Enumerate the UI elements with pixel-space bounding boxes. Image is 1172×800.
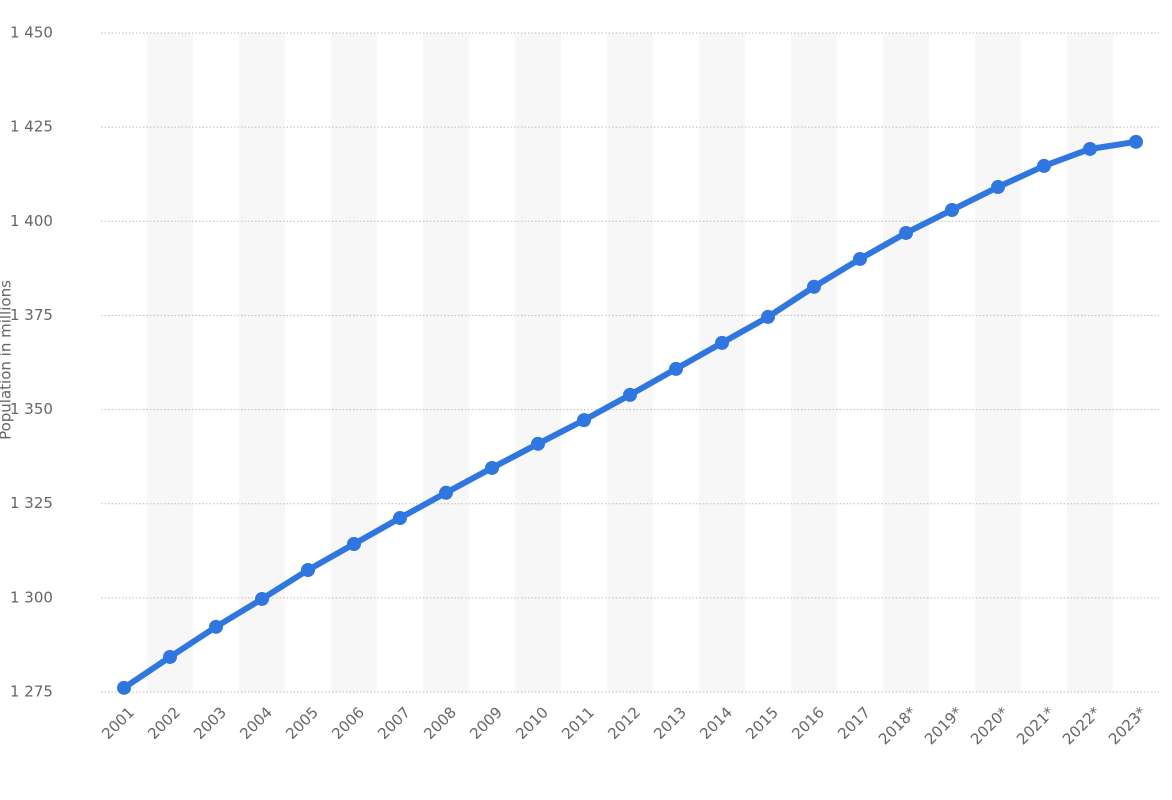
x-tick-label: 2013	[650, 703, 690, 743]
point	[669, 361, 683, 376]
x-tick-label: 2007	[374, 703, 414, 743]
x-tick-label: 2003	[190, 703, 230, 743]
point	[899, 225, 913, 240]
x-tick-label: 2017	[834, 703, 874, 743]
x-tick-label: 2019*	[921, 703, 966, 748]
x-tick-label: 2009	[466, 703, 506, 743]
band	[239, 33, 285, 692]
point	[163, 649, 177, 664]
band	[331, 33, 377, 692]
x-tick-label: 2001	[98, 703, 138, 743]
band	[607, 33, 653, 692]
x-tick-label: 2002	[144, 703, 184, 743]
point	[715, 335, 729, 350]
x-tick-label: 2011	[558, 703, 598, 743]
point	[439, 485, 453, 500]
y-tick-label: 1 450	[10, 24, 53, 42]
y-tick-label: 1 325	[10, 494, 53, 512]
point	[301, 562, 315, 577]
band	[515, 33, 561, 692]
point	[1037, 158, 1051, 173]
x-tick-label: 2008	[420, 703, 460, 743]
point	[347, 537, 361, 552]
x-tick-label: 2022*	[1059, 703, 1104, 748]
point	[209, 619, 223, 634]
x-tick-label: 2020*	[967, 703, 1012, 748]
x-tick-label: 2012	[604, 703, 644, 743]
band	[1067, 33, 1113, 692]
point	[991, 180, 1005, 195]
x-tick-label: 2014	[696, 703, 736, 743]
x-tick-label: 2023*	[1105, 703, 1150, 748]
point	[117, 680, 131, 695]
band	[883, 33, 929, 692]
x-tick-label: 2018*	[875, 703, 920, 748]
point	[853, 251, 867, 266]
y-tick-label: 1 425	[10, 118, 53, 136]
point	[255, 591, 269, 606]
y-axis-label: Population in millions	[0, 280, 15, 440]
band	[699, 33, 745, 692]
x-tick-label: 2021*	[1013, 703, 1058, 748]
point	[1129, 134, 1143, 149]
point	[1083, 141, 1097, 156]
x-tick-label: 2015	[742, 703, 782, 743]
point	[485, 460, 499, 475]
band	[423, 33, 469, 692]
point	[393, 511, 407, 526]
band	[791, 33, 837, 692]
point	[577, 413, 591, 428]
x-tick-label: 2005	[282, 703, 322, 743]
x-tick-label: 2004	[236, 703, 276, 743]
y-tick-label: 1 400	[10, 212, 53, 230]
x-tick-label: 2010	[512, 703, 552, 743]
y-tick-label: 1 350	[10, 400, 53, 418]
point	[531, 436, 545, 451]
band	[975, 33, 1021, 692]
point	[623, 387, 637, 402]
y-tick-label: 1 275	[10, 683, 53, 701]
band	[147, 33, 193, 692]
y-tick-label: 1 300	[10, 588, 53, 606]
bands	[147, 33, 1113, 692]
x-tick-label: 2006	[328, 703, 368, 743]
y-tick-label: 1 375	[10, 306, 53, 324]
point	[945, 202, 959, 217]
point	[761, 309, 775, 324]
x-tick-label: 2016	[788, 703, 828, 743]
point	[807, 279, 821, 294]
